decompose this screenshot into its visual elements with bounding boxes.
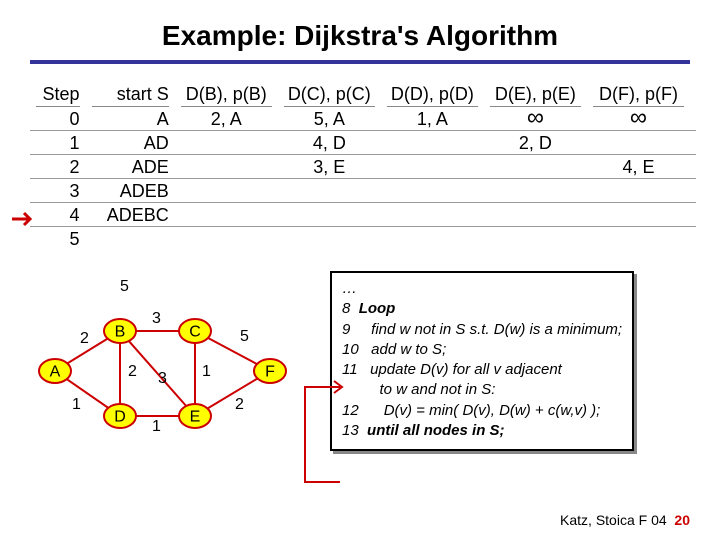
table-row-divider [30,226,696,227]
table-cell [387,179,478,203]
table-cell [490,203,581,227]
graph-node-label: F [265,364,275,381]
graph-node-label: E [190,409,201,426]
table-cell [593,131,684,155]
graph-node-label: D [114,409,126,426]
title-underline [30,60,690,64]
table-cell: 4, E [593,155,684,179]
table-row-divider [30,154,696,155]
table-cell [284,227,375,251]
table-cell [593,179,684,203]
edge-weight-label: 1 [202,363,211,380]
column-header: D(C), p(C) [284,82,375,107]
table-cell [387,131,478,155]
table-row-divider [30,202,696,203]
table-cell: 5 [36,227,80,251]
column-header: Step [36,82,80,107]
table-cell: 4 [36,203,80,227]
table-cell: 3 [36,179,80,203]
table-cell [387,203,478,227]
table-cell: 2, D [490,131,581,155]
edge-weight-label: 2 [80,330,89,347]
graph-node-label: A [50,364,61,381]
table-cell [387,155,478,179]
graph-diagram: 2 1 3 2 3 1 5 1 2 5 A B C D E F [30,271,310,451]
table-cell: ADEB [92,179,169,203]
table-cell: A [92,107,169,131]
edge-weight-label: 1 [72,396,81,413]
table-cell [490,179,581,203]
edge-weight-label: 3 [152,310,161,327]
graph-node-label: B [115,324,126,341]
table-cell [490,155,581,179]
edge-weight-label: 5 [240,328,249,345]
table-cell: ADEBC [92,203,169,227]
table-cell: ∞ [490,107,581,131]
table-cell: 3, E [284,155,375,179]
table-cell [181,179,272,203]
slide-title: Example: Dijkstra's Algorithm [30,20,690,52]
table-cell: 2, A [181,107,272,131]
table-cell [593,203,684,227]
slide-footer: Katz, Stoica F 04 20 [560,512,690,528]
dijkstra-table: Step012345 start SAADADEADEBADEBC D(B), p(… [30,82,690,251]
table-cell [181,155,272,179]
table-cell [181,131,272,155]
table-cell [92,227,169,251]
page-number: 20 [674,512,690,528]
graph-extra-label: 5 [120,278,129,295]
table-cell [181,203,272,227]
column-header: D(D), p(D) [387,82,478,107]
edge-weight-label: 2 [235,396,244,413]
edge-weight-label: 3 [158,370,167,387]
table-cell: 4, D [284,131,375,155]
table-cell [284,179,375,203]
graph-node-label: C [189,324,201,341]
table-cell [387,227,478,251]
algorithm-pseudocode-box: … 8 Loop 9 find w not in S s.t. D(w) is … [330,271,634,451]
table-cell: 1, A [387,107,478,131]
column-header: start S [92,82,169,107]
table-row-divider [30,178,696,179]
table-cell [181,227,272,251]
edge-weight-label: 2 [128,363,137,380]
table-row-divider [30,130,696,131]
table-cell: 1 [36,131,80,155]
table-cell [593,227,684,251]
table-cell [284,203,375,227]
table-cell: 0 [36,107,80,131]
table-cell: AD [92,131,169,155]
edge-weight-label: 1 [152,418,161,435]
table-cell: 2 [36,155,80,179]
column-header: D(B), p(B) [181,82,272,107]
table-cell: 5, A [284,107,375,131]
footer-text: Katz, Stoica F 04 [560,512,667,528]
table-cell: ∞ [593,107,684,131]
table-cell [490,227,581,251]
table-cell: ADE [92,155,169,179]
